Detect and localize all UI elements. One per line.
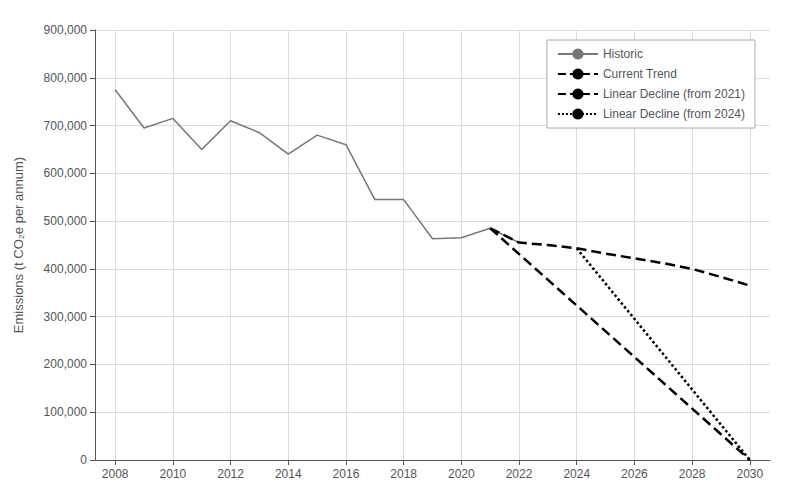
svg-text:Linear Decline (from 2021): Linear Decline (from 2021)	[603, 87, 745, 101]
svg-text:800,000: 800,000	[44, 71, 88, 85]
svg-text:2026: 2026	[621, 467, 648, 481]
svg-text:Linear Decline (from 2024): Linear Decline (from 2024)	[603, 107, 745, 121]
svg-text:Current Trend: Current Trend	[603, 67, 677, 81]
svg-text:600,000: 600,000	[44, 166, 88, 180]
svg-text:400,000: 400,000	[44, 262, 88, 276]
svg-text:2022: 2022	[506, 467, 533, 481]
svg-text:2024: 2024	[563, 467, 590, 481]
svg-text:500,000: 500,000	[44, 214, 88, 228]
svg-text:Emissions (t CO₂e per annum): Emissions (t CO₂e per annum)	[11, 157, 26, 333]
svg-text:2014: 2014	[275, 467, 302, 481]
svg-text:200,000: 200,000	[44, 357, 88, 371]
svg-text:100,000: 100,000	[44, 405, 88, 419]
svg-text:2020: 2020	[448, 467, 475, 481]
svg-text:Historic: Historic	[603, 47, 643, 61]
svg-text:2030: 2030	[736, 467, 763, 481]
svg-text:300,000: 300,000	[44, 310, 88, 324]
svg-text:900,000: 900,000	[44, 23, 88, 37]
svg-text:2012: 2012	[217, 467, 244, 481]
svg-text:0: 0	[80, 453, 87, 467]
svg-text:2016: 2016	[333, 467, 360, 481]
svg-text:2008: 2008	[102, 467, 129, 481]
svg-text:2018: 2018	[390, 467, 417, 481]
svg-text:700,000: 700,000	[44, 119, 88, 133]
svg-text:2010: 2010	[160, 467, 187, 481]
svg-text:2028: 2028	[679, 467, 706, 481]
